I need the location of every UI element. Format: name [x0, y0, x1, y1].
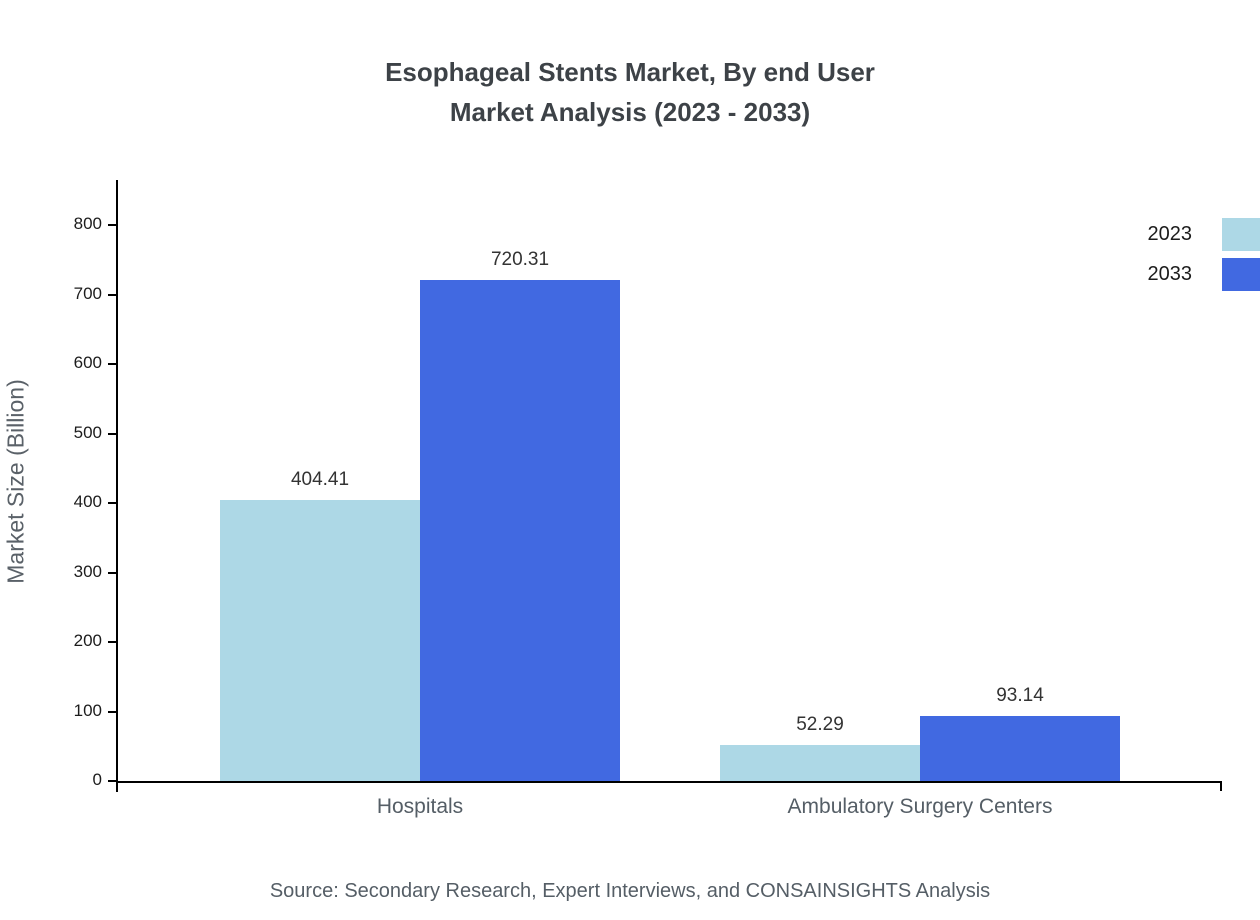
legend-item-2033: 2033 [1148, 258, 1260, 291]
y-tick-label: 600 [73, 353, 102, 372]
y-tick-mark [108, 224, 118, 226]
y-tick-mark [108, 780, 118, 782]
bar-2033-hospitals [420, 280, 620, 781]
x-axis-end-tick [1220, 781, 1222, 791]
chart-title-line2: Market Analysis (2023 - 2033) [449, 97, 811, 127]
bar-value-label: 52.29 [796, 713, 844, 735]
y-tick-label: 0 [92, 770, 102, 789]
chart-title: Esophageal Stents Market, By end User Ma… [0, 52, 1260, 132]
y-tick-label: 700 [73, 283, 102, 303]
x-axis-line [118, 781, 1222, 783]
legend-swatch [1222, 258, 1260, 291]
y-tick-label: 100 [73, 700, 102, 720]
bar-value-label: 404.41 [290, 468, 350, 490]
bar-value-label: 93.14 [996, 685, 1044, 707]
bar-2023-hospitals [220, 499, 420, 781]
legend-label: 2033 [1147, 263, 1193, 285]
y-tick-mark [108, 363, 118, 365]
legend-item-2023: 2023 [1148, 218, 1260, 251]
bar-value-label: 720.31 [490, 249, 550, 271]
legend-swatch [1222, 218, 1260, 251]
y-tick-label: 400 [73, 492, 102, 511]
legend-label: 2023 [1147, 223, 1193, 245]
y-tick-mark [108, 293, 118, 296]
y-tick-mark [108, 502, 118, 504]
y-tick-label: 300 [73, 561, 102, 581]
bar-2023-ambulatory-surgery-centers [720, 744, 920, 781]
y-axis-line [116, 180, 118, 792]
y-tick-mark [108, 432, 118, 435]
y-tick-mark [108, 641, 118, 643]
y-tick-mark [108, 710, 118, 713]
y-tick-label: 200 [73, 631, 102, 650]
chart-title-line1: Esophageal Stents Market, By end User [385, 57, 875, 87]
legend: 2023 2033 [1148, 218, 1260, 298]
y-axis-title: Market Size (Billion) [2, 379, 29, 584]
x-category-label: Hospitals [376, 795, 464, 818]
y-tick-label: 800 [73, 214, 102, 233]
bar-2033-ambulatory-surgery-centers [920, 716, 1120, 781]
y-tick-label: 500 [73, 422, 102, 442]
x-category-label: Ambulatory Surgery Centers [787, 795, 1053, 818]
y-tick-mark [108, 571, 118, 574]
source-text: Source: Secondary Research, Expert Inter… [269, 880, 991, 902]
